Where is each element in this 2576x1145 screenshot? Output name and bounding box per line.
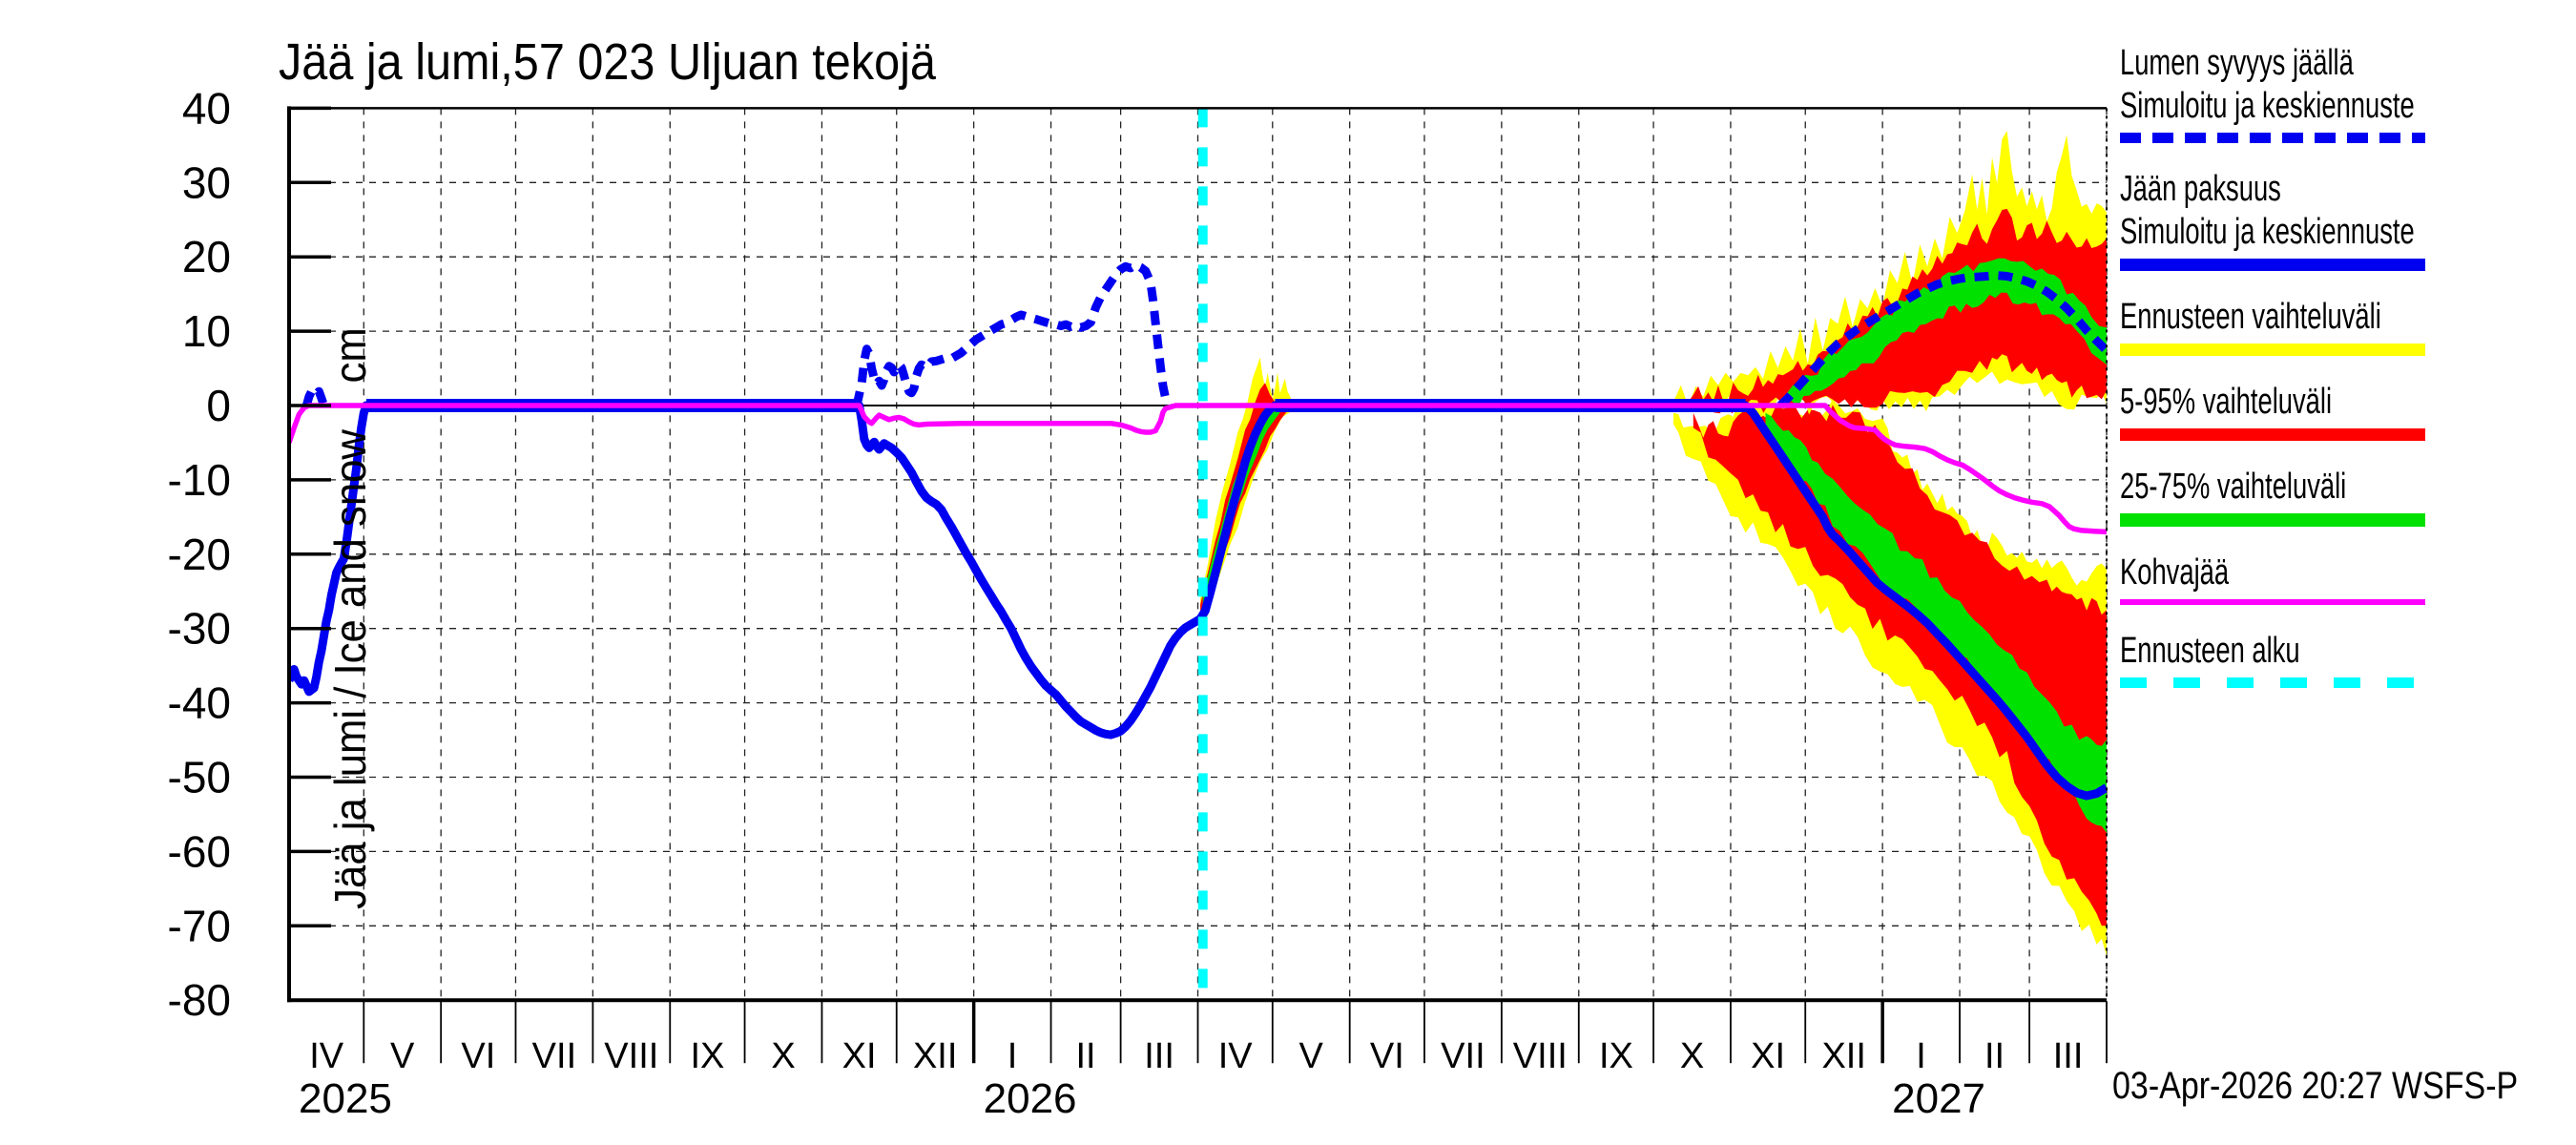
y-tick-label: -80: [168, 975, 231, 1025]
month-label: V: [1299, 1036, 1324, 1076]
month-label: IV: [309, 1036, 344, 1076]
month-label: II: [1076, 1036, 1096, 1076]
legend-swatch-blue-solid: [2120, 259, 2425, 271]
legend-label: Jään paksuus: [2120, 169, 2281, 209]
legend-label: 5-95% vaihteluväli: [2120, 382, 2333, 422]
y-tick-label: 30: [182, 157, 231, 207]
month-label: X: [771, 1036, 795, 1076]
y-tick-label: -40: [168, 678, 231, 728]
month-label: IX: [1599, 1036, 1633, 1076]
month-label: X: [1680, 1036, 1704, 1076]
legend-item-snow-depth-simulated: Lumen syvyys jäällä Simuloitu ja keskienn…: [2120, 42, 2568, 143]
y-tick-label: -70: [168, 901, 231, 950]
year-label: 2025: [299, 1075, 392, 1122]
month-label: XII: [913, 1036, 957, 1076]
legend-label: Simuloitu ja keskiennuste: [2120, 86, 2415, 126]
month-label: XI: [842, 1036, 877, 1076]
legend-swatch-magenta-solid: [2120, 599, 2425, 605]
legend-item-forecast-start: Ennusteen alku: [2120, 630, 2568, 688]
month-label: III: [1144, 1036, 1174, 1076]
y-tick-label: -10: [168, 455, 231, 505]
month-label: IX: [690, 1036, 724, 1076]
x-tick-labels: IV V VI VII VIII IX X XI XII I II III IV V VI VII VIII IX…: [299, 1001, 2108, 1122]
page-title: Jää ja lumi,57 023 Uljuan tekojä: [279, 33, 936, 91]
snow-depth-line: [301, 385, 328, 407]
legend-item-ice-thickness-simulated: Jään paksuus Simuloitu ja keskiennuste: [2120, 168, 2568, 271]
y-tick-label: 40: [182, 83, 231, 133]
y-tick-label: -30: [168, 604, 231, 654]
footer-timestamp: 03-Apr-2026 20:27 WSFS-P: [2112, 1065, 2519, 1107]
month-label: VII: [1441, 1036, 1485, 1076]
y-tick-label: -60: [168, 826, 231, 876]
legend-item-kohvajaa: Kohvajää: [2120, 552, 2568, 605]
kohvajaa-line: [289, 403, 2107, 535]
y-tick-label: -20: [168, 530, 231, 579]
legend-label: Ennusteen alku: [2120, 631, 2300, 671]
legend-item-range-5-95: 5-95% vaihteluväli: [2120, 381, 2568, 441]
month-label: XII: [1821, 1036, 1865, 1076]
month-label: I: [1008, 1036, 1018, 1076]
year-label: 2027: [1892, 1075, 1985, 1122]
y-tick-label: -50: [168, 753, 231, 802]
data-lines: [289, 260, 2107, 801]
month-label: V: [390, 1036, 415, 1076]
winter_2027_snow-green-band: [1780, 258, 2107, 408]
legend: Lumen syvyys jäällä Simuloitu ja keskienn…: [2120, 42, 2568, 713]
legend-label: Kohvajää: [2120, 552, 2230, 593]
y-axis-label: Jää ja lumi / Ice and snow cm: [324, 327, 375, 909]
y-tick-labels: 40 30 20 10 0 -10 -20 -30 -40 -50 -60 -70 -80: [168, 83, 331, 1025]
y-tick-label: 20: [182, 232, 231, 281]
legend-label: Lumen syvyys jäällä: [2120, 43, 2354, 83]
y-tick-label: 0: [206, 381, 231, 430]
year-label: 2026: [984, 1075, 1077, 1122]
legend-swatch-green-solid: [2120, 513, 2425, 527]
legend-item-forecast-range: Ennusteen vaihteluväli: [2120, 296, 2568, 356]
legend-swatch-cyan-dashed-wide: [2120, 677, 2425, 688]
month-label: VI: [461, 1036, 495, 1076]
month-label: II: [1984, 1036, 2005, 1076]
month-label: I: [1916, 1036, 1926, 1076]
month-label: VI: [1370, 1036, 1404, 1076]
winter_2027_ice-red-band: [1693, 405, 2107, 926]
legend-swatch-blue-dashed: [2120, 133, 2425, 143]
winter_2027_ice-yellow-band: [1672, 399, 2107, 956]
legend-swatch-yellow-solid: [2120, 344, 2425, 356]
snow-depth-line: [1776, 271, 2107, 409]
legend-label: Ennusteen vaihteluväli: [2120, 297, 2381, 337]
legend-item-range-25-75: 25-75% vaihteluväli: [2120, 466, 2568, 527]
month-label: III: [2053, 1036, 2084, 1076]
month-label: VIII: [1513, 1036, 1568, 1076]
legend-label: Simuloitu ja keskiennuste: [2120, 212, 2415, 252]
y-tick-label: 10: [182, 306, 231, 356]
legend-swatch-red-solid: [2120, 428, 2425, 441]
month-label: IV: [1218, 1036, 1254, 1076]
snow-depth-line: [852, 260, 1173, 407]
legend-label: 25-75% vaihteluväli: [2120, 467, 2347, 507]
month-label: VII: [532, 1036, 576, 1076]
month-label: XI: [1751, 1036, 1785, 1076]
ice-thickness-line: [289, 401, 2107, 801]
month-label: VIII: [604, 1036, 658, 1076]
